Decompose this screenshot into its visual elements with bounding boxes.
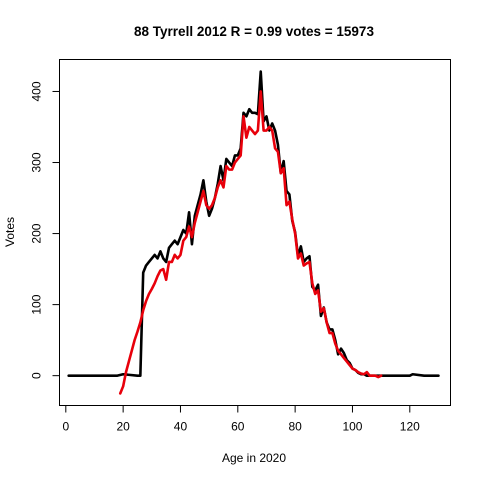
x-axis-label: Age in 2020 [222,451,286,465]
x-tick-label: 60 [231,420,245,434]
y-tick-label: 300 [30,152,44,172]
y-tick-label: 200 [30,223,44,243]
y-tick-label: 0 [30,372,44,379]
x-tick-label: 40 [174,420,188,434]
x-axis: 0 20 40 60 80 100 120 [62,405,420,434]
x-tick-label: 100 [342,420,362,434]
x-tick-label: 20 [116,420,130,434]
y-tick-label: 100 [30,294,44,314]
series-line-red [118,90,383,395]
x-tick-label: 0 [62,420,69,434]
y-axis: 0 100 200 300 400 [30,81,60,379]
x-tick-label: 80 [288,420,302,434]
chart-title: 88 Tyrrell 2012 R = 0.99 votes = 15973 [134,24,374,39]
y-tick-label: 400 [30,81,44,101]
y-axis-label: Votes [3,217,17,247]
x-tick-label: 120 [400,420,420,434]
plot-frame [59,59,451,406]
series-layer [67,70,440,395]
